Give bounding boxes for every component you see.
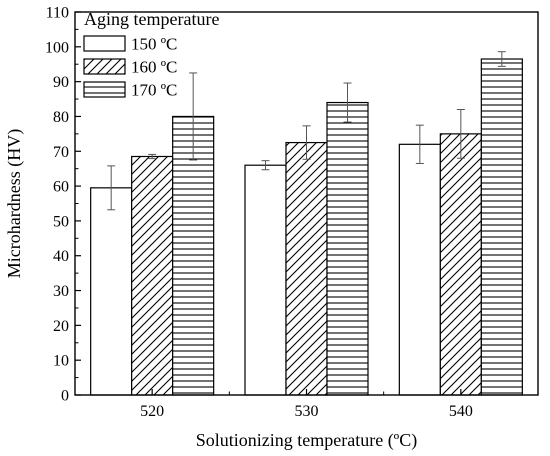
bar	[398, 143, 441, 396]
error-bar	[497, 51, 506, 67]
error-bar	[148, 153, 157, 160]
legend-label: 170 ºC	[131, 81, 177, 100]
legend-swatch	[83, 35, 126, 52]
x-axis-title: Solutionizing temperature (ºC)	[196, 430, 418, 451]
bar	[90, 187, 133, 396]
x-tick-label: 520	[140, 403, 164, 420]
legend-label: 150 ºC	[131, 35, 177, 54]
legend-item: 160 ºC	[83, 58, 177, 77]
error-bar	[189, 72, 198, 161]
error-bar	[107, 165, 116, 211]
y-axis-title: Microhardness (HV)	[4, 129, 25, 278]
y-tick-label: 10	[53, 353, 69, 370]
x-tick-label: 530	[295, 403, 319, 420]
error-bars	[107, 51, 506, 211]
bar	[326, 101, 369, 396]
error-bar	[261, 160, 270, 171]
error-bar	[343, 82, 352, 123]
legend-label: 160 ºC	[131, 58, 177, 77]
error-bar	[456, 108, 465, 159]
y-tick-label: 60	[53, 179, 69, 196]
bar	[131, 155, 174, 396]
bar	[244, 164, 287, 396]
legend-title: Aging temperature	[84, 9, 219, 29]
y-tick-label: 0	[61, 388, 69, 405]
error-bar	[415, 124, 424, 164]
y-tick-label: 90	[53, 74, 69, 91]
y-tick-label: 30	[53, 283, 69, 300]
y-axis: 0 10 20 30 40 50 60 70 80 90 100 110	[45, 5, 81, 405]
legend: Aging temperature 150 ºC 160 ºC 170 ºC	[83, 9, 219, 100]
y-tick-label: 100	[45, 39, 69, 56]
y-tick-label: 40	[53, 248, 69, 265]
y-tick-label: 80	[53, 109, 69, 126]
y-tick-label: 20	[53, 318, 69, 335]
x-tick-label: 540	[449, 403, 473, 420]
legend-item: 170 ºC	[83, 81, 177, 100]
bar	[285, 141, 328, 396]
x-axis: 520 530 540	[140, 389, 473, 420]
error-bar	[302, 125, 311, 160]
bars	[90, 58, 523, 396]
legend-swatch	[83, 81, 126, 98]
y-tick-label: 50	[53, 213, 69, 230]
bar	[439, 133, 482, 396]
y-tick-label: 110	[46, 5, 69, 22]
legend-item: 150 ºC	[83, 35, 177, 54]
bar	[480, 58, 523, 396]
y-tick-label: 70	[53, 144, 69, 161]
legend-swatch	[83, 58, 126, 75]
